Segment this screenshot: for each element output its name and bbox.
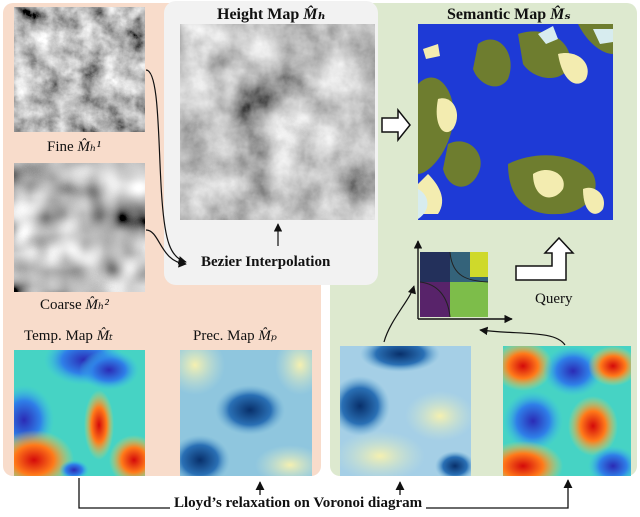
coarse-symbol: M̂ₕ² — [85, 297, 109, 313]
coarse-to-bezier-arrow — [145, 229, 187, 268]
coarse-text: Coarse — [40, 297, 82, 313]
temp-voronoi-to-plot-arrow — [479, 326, 566, 346]
biome-lookup-plot — [413, 240, 513, 324]
semantic-map-text: Semantic Map — [447, 6, 547, 23]
hollow-bent-up-arrow-icon — [515, 236, 575, 281]
height-map-text: Height Map — [217, 6, 300, 23]
prec-map-text: Prec. Map — [193, 328, 255, 344]
hollow-right-arrow-icon — [381, 107, 411, 143]
lloyd-relaxation-label: Lloyd’s relaxation on Voronoi diagram — [170, 495, 427, 512]
coarse-height-map-image — [14, 163, 145, 292]
temp-map-text: Temp. Map — [24, 328, 93, 344]
query-label: Query — [535, 291, 573, 307]
precipitation-map-image — [180, 350, 312, 476]
bezier-label: Bezier Interpolation — [201, 254, 331, 270]
height-map-title: Height Map M̂ₕ — [217, 4, 326, 24]
semantic-map-title: Semantic Map M̂ₛ — [447, 4, 571, 24]
temp-map-label: Temp. Map M̂ₜ — [24, 326, 113, 345]
fine-to-bezier-arrow — [145, 69, 187, 265]
height-map-symbol: M̂ₕ — [303, 6, 326, 23]
height-map-image — [180, 24, 375, 220]
voronoi-precipitation-map-image — [340, 346, 471, 476]
prec-map-symbol: M̂ₚ — [258, 328, 277, 344]
lookup-cell-tl — [420, 252, 450, 282]
voronoi-temperature-map-image — [503, 346, 631, 476]
fine-symbol: M̂ₕ¹ — [77, 139, 101, 155]
fine-label: Fine M̂ₕ¹ — [47, 137, 101, 156]
voronoi-to-plot-arrow — [383, 285, 416, 343]
temperature-map-image — [14, 350, 145, 476]
semantic-map-symbol: M̂ₛ — [550, 6, 571, 23]
semantic-map-image — [418, 24, 613, 220]
fine-height-map-image — [14, 7, 145, 132]
lookup-cell-br — [450, 282, 488, 317]
temp-map-symbol: M̂ₜ — [96, 328, 113, 344]
coarse-label: Coarse M̂ₕ² — [40, 295, 109, 314]
prec-map-label: Prec. Map M̂ₚ — [193, 326, 277, 345]
fine-text: Fine — [47, 139, 74, 155]
